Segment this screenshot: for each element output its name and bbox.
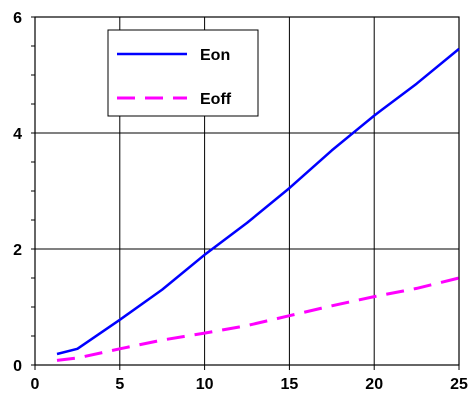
y-tick-label-4: 4 [13,126,22,143]
x-tick-label-5: 5 [115,376,124,393]
y-tick-label-0: 0 [13,358,22,375]
legend-box [107,29,259,117]
minor-ticks [31,16,460,370]
series-line-eoff [56,276,460,362]
plot-area-border [34,16,460,366]
y-tick-label-6: 6 [13,10,22,27]
y-tick-label-2: 2 [13,242,22,259]
legend-label-eoff: Eoff [200,91,232,108]
x-tick-label-0: 0 [31,376,40,393]
series-lines [56,47,460,362]
x-tick-label-15: 15 [281,376,299,393]
series-line-eon [56,47,460,356]
x-tick-label-20: 20 [365,376,383,393]
x-tick-label-10: 10 [196,376,214,393]
y-tick-labels: 0 2 4 6 [13,10,22,375]
legend-label-eon: Eon [200,47,230,64]
x-tick-labels: 0 5 10 15 20 25 [31,376,468,393]
legend: Eon Eoff [107,29,259,117]
x-tick-label-25: 25 [450,376,468,393]
